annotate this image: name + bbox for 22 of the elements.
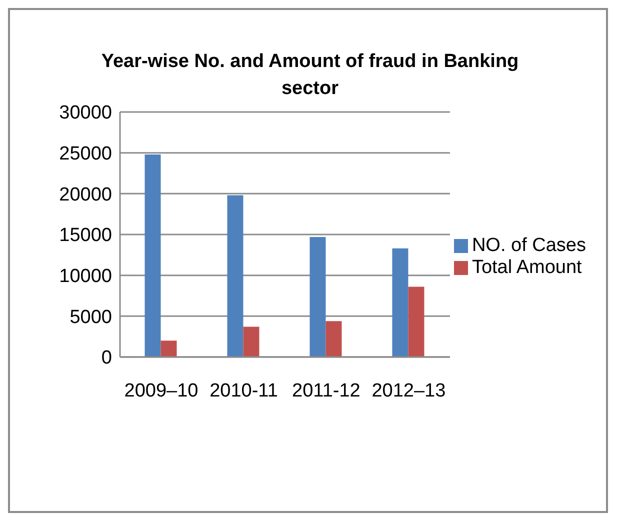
bar	[160, 340, 177, 357]
y-tick-label: 0	[101, 348, 112, 369]
y-tick-label: 20000	[59, 184, 112, 206]
bar	[310, 236, 326, 357]
bar	[227, 195, 244, 357]
bar	[144, 154, 161, 357]
bar	[243, 326, 260, 357]
x-tick-label: 2010-11	[210, 380, 278, 402]
y-tick-label: 15000	[59, 225, 112, 246]
x-tick-label: 2012–13	[372, 380, 446, 402]
y-tick-label: 25000	[59, 144, 112, 165]
y-tick-label: 10000	[59, 266, 112, 288]
chart-title: Year-wise No. and Amount of fraud in Banking sector	[100, 50, 520, 101]
x-tick-label: 2011-12	[292, 380, 360, 402]
x-tick-label: 2009–10	[124, 380, 198, 402]
legend-label: NO. of Cases	[472, 235, 586, 256]
y-tick-label: 5000	[70, 306, 112, 328]
bar	[392, 248, 408, 357]
bar	[408, 286, 424, 357]
bar	[326, 321, 342, 357]
y-tick-label: 30000	[59, 102, 112, 124]
legend-label: Total Amount	[472, 257, 582, 278]
